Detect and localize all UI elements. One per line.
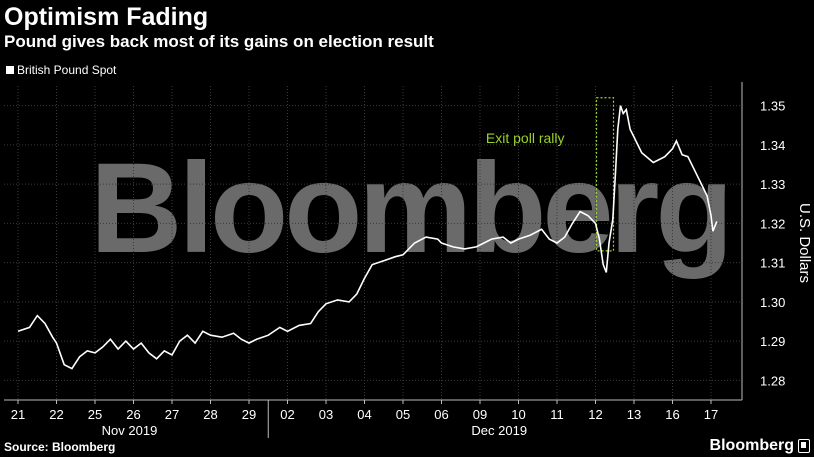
annotation-box xyxy=(595,97,615,252)
legend-swatch xyxy=(6,66,14,74)
x-tick-label: 29 xyxy=(242,407,256,422)
y-tick-label: 1.29 xyxy=(760,334,785,349)
x-tick-label: 25 xyxy=(88,407,102,422)
x-tick-label: 02 xyxy=(280,407,294,422)
x-tick-label: 21 xyxy=(11,407,25,422)
watermark: Bloomberg xyxy=(90,137,734,280)
legend-label: British Pound Spot xyxy=(17,63,117,77)
y-axis-title: U.S. Dollars xyxy=(796,203,813,283)
x-tick-label: 13 xyxy=(627,407,641,422)
legend: British Pound Spot xyxy=(6,63,116,77)
x-tick-label: 03 xyxy=(319,407,333,422)
y-tick-label: 1.32 xyxy=(760,216,785,231)
annotation-layer: Exit poll rally xyxy=(486,97,615,252)
brand-logo: Bloomberg xyxy=(710,437,810,455)
annotation-label: Exit poll rally xyxy=(486,130,565,146)
brand-text: Bloomberg xyxy=(709,437,794,454)
y-tick-label: 1.28 xyxy=(760,373,785,388)
x-tick-label: 04 xyxy=(357,407,371,422)
x-tick-label: 16 xyxy=(665,407,679,422)
chart-title: Optimism Fading xyxy=(4,3,209,31)
x-tick-label: 28 xyxy=(203,407,217,422)
x-tick-label: 12 xyxy=(588,407,602,422)
y-tick-label: 1.31 xyxy=(760,256,785,271)
x-tick-label: 05 xyxy=(396,407,410,422)
month-label: Nov 2019 xyxy=(102,423,158,438)
month-label: Dec 2019 xyxy=(471,423,527,438)
x-tick-label: 11 xyxy=(550,407,564,422)
series-line xyxy=(17,105,718,370)
x-tick-label: 06 xyxy=(434,407,448,422)
axes: 1.35 1.34 1.33 1.32 1.31 1.30 1.29 1.28 21 22 25 26… xyxy=(4,82,813,438)
x-tick-label: 09 xyxy=(473,407,487,422)
x-tick-label: 22 xyxy=(49,407,63,422)
x-tick-label: 26 xyxy=(126,407,140,422)
x-tick-label: 10 xyxy=(511,407,525,422)
source-note: Source: Bloomberg xyxy=(4,440,116,454)
x-tick-label: 17 xyxy=(704,407,718,422)
x-tick-label: 27 xyxy=(165,407,179,422)
grid xyxy=(4,86,742,400)
y-tick-label: 1.33 xyxy=(760,177,785,192)
y-tick-label: 1.30 xyxy=(760,295,785,310)
chart-subtitle: Pound gives back most of its gains on el… xyxy=(4,32,434,51)
y-tick-label: 1.35 xyxy=(760,99,785,114)
y-tick-label: 1.34 xyxy=(760,138,785,153)
terminal-icon xyxy=(798,439,810,453)
